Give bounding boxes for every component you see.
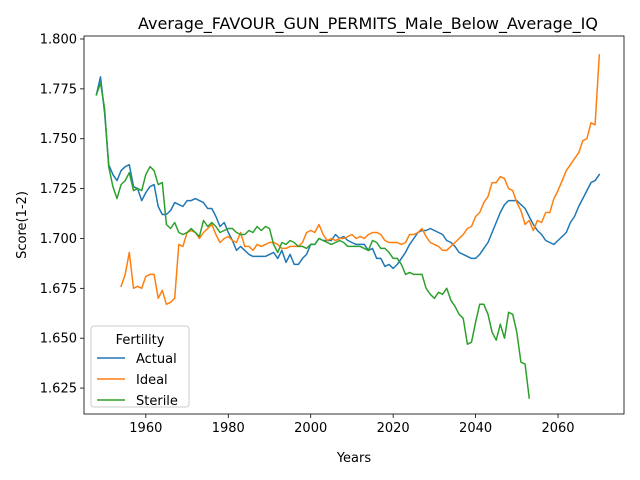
legend-label-ideal: Ideal <box>136 373 168 388</box>
y-tick-label: 1.775 <box>40 82 77 97</box>
y-axis-label: Score(1-2) <box>15 191 30 259</box>
chart-title: Average_FAVOUR_GUN_PERMITS_Male_Below_Av… <box>138 14 598 34</box>
legend: Fertility Actual Ideal Sterile <box>90 325 190 409</box>
x-tick-label: 2040 <box>459 421 492 436</box>
y-tick-label: 1.725 <box>40 182 77 197</box>
x-tick-label: 1960 <box>129 421 162 436</box>
legend-title: Fertility <box>116 333 165 348</box>
x-axis-label: Years <box>336 451 372 466</box>
legend-label-actual: Actual <box>136 352 177 367</box>
x-tick-label: 2060 <box>541 421 574 436</box>
series-line-ideal <box>120 54 601 306</box>
y-tick-label: 1.750 <box>40 132 77 147</box>
x-axis: 1960 1980 2000 2020 2040 2060 <box>129 414 575 436</box>
x-tick-label: 1980 <box>212 421 245 436</box>
legend-box <box>90 325 190 408</box>
series-line-sterile <box>95 82 531 399</box>
y-tick-label: 1.650 <box>40 332 77 347</box>
y-tick-label: 1.625 <box>40 382 77 397</box>
y-axis: 1.625 1.650 1.675 1.700 1.725 1.750 1.775 1.800 <box>40 32 84 397</box>
legend-label-sterile: Sterile <box>136 394 178 409</box>
y-tick-label: 1.700 <box>40 232 77 247</box>
y-tick-label: 1.675 <box>40 282 77 297</box>
plot-lines <box>95 54 601 399</box>
series-line-actual <box>95 76 601 270</box>
x-tick-label: 2000 <box>294 421 327 436</box>
y-tick-label: 1.800 <box>40 32 77 47</box>
x-tick-label: 2020 <box>377 421 410 436</box>
plot-frame <box>83 35 625 415</box>
